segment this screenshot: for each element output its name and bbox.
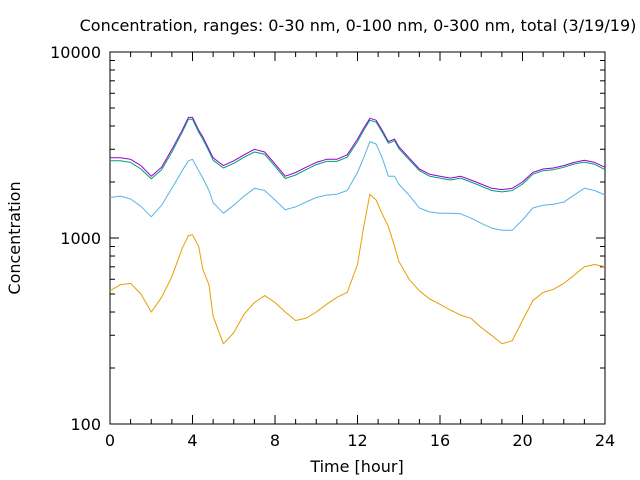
plot-frame — [109, 51, 606, 425]
x-tick-label: 0 — [105, 431, 115, 450]
x-tick-label: 16 — [430, 431, 450, 450]
x-axis: 0 4 8 12 16 20 24 — [105, 52, 615, 450]
x-tick-label: 24 — [595, 431, 615, 450]
series-line-3 — [109, 141, 606, 231]
series-line-4 — [109, 193, 606, 345]
y-axis-label: Concentration — [5, 181, 24, 294]
y-tick-label: 1000 — [60, 229, 101, 248]
x-tick-label: 8 — [270, 431, 280, 450]
chart-title: Concentration, ranges: 0-30 nm, 0-100 nm… — [80, 16, 637, 35]
x-axis-label: Time [hour] — [309, 457, 403, 476]
y-tick-label: 10000 — [50, 43, 101, 62]
y-tick-label: 100 — [70, 415, 101, 434]
series-layer — [109, 116, 606, 345]
y-axis: 100 1000 10000 — [50, 43, 605, 434]
series-line-2 — [110, 118, 606, 193]
series-line-1 — [110, 116, 606, 191]
x-tick-label: 4 — [187, 431, 197, 450]
x-tick-label: 12 — [347, 431, 367, 450]
x-tick-label: 20 — [512, 431, 532, 450]
